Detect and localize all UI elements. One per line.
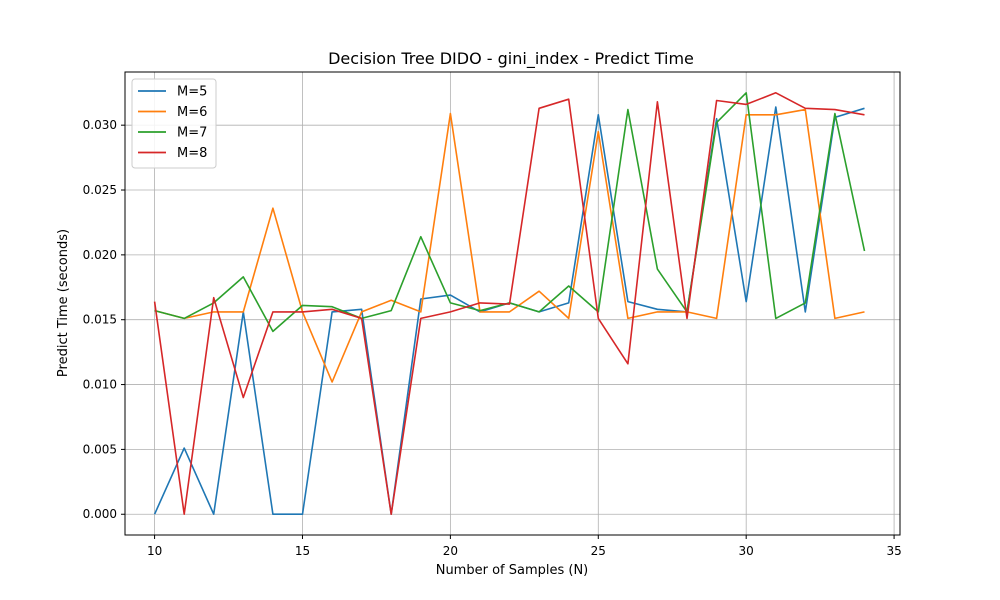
legend: M=5 M=6 M=7 M=8 [131,78,217,169]
x-tick-label: 35 [886,544,901,558]
chart-title: Decision Tree DIDO - gini_index - Predic… [328,49,694,69]
y-tick-label: 0.010 [83,378,117,392]
x-tick-label: 25 [591,544,606,558]
plot-frame [124,71,901,536]
y-tick-label: 0.015 [83,313,117,327]
y-tick-label: 0.005 [83,442,117,456]
legend-box [131,78,217,169]
y-tick-label: 0.020 [83,248,117,262]
x-axis-label: Number of Samples (N) [436,563,589,578]
x-axis: 10 15 20 25 30 35 [147,535,902,558]
x-tick-label: 10 [147,544,162,558]
x-tick-label: 30 [739,544,754,558]
series-layer [153,92,866,516]
legend-label: M=5 [177,85,207,100]
y-axis-label: Predict Time (seconds) [56,229,71,377]
y-tick-label: 0.025 [83,183,117,197]
legend-label: M=7 [177,126,207,141]
y-tick-label: 0.000 [83,507,117,521]
x-tick-label: 15 [295,544,310,558]
y-axis: 0.000 0.005 0.010 0.015 0.020 0.025 0.030 [83,118,125,521]
x-tick-label: 20 [443,544,458,558]
y-tick-label: 0.030 [83,118,117,132]
legend-label: M=8 [177,146,207,161]
series-line-m8 [153,92,865,516]
legend-label: M=6 [177,105,207,120]
series-line-m6 [154,108,865,383]
